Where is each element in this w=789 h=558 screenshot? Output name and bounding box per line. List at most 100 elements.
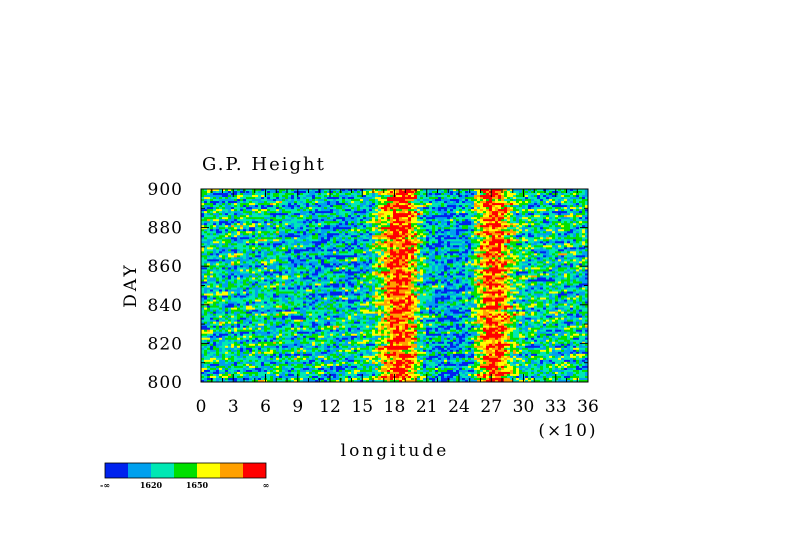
heatmap-cell [306,217,310,220]
heatmap-cell [408,199,412,202]
heatmap-cell [327,205,331,208]
heatmap-cell [579,223,583,226]
heatmap-cell [501,221,505,224]
heatmap-cell [450,205,454,208]
heatmap-cell [357,193,361,196]
heatmap-cell [495,215,499,218]
heatmap-cell [228,215,232,218]
heatmap-cell [333,203,337,206]
heatmap-cell [585,211,589,214]
heatmap-cell [360,219,364,222]
heatmap-cell [219,193,223,196]
heatmap-cell [237,215,241,218]
heatmap-cell [207,223,211,226]
heatmap-cell [486,217,490,220]
heatmap-cell [447,225,451,228]
heatmap-cell [348,195,352,198]
heatmap-cell [276,205,280,208]
heatmap-cell [432,219,436,222]
heatmap-cell [453,203,457,206]
heatmap-cell [321,207,325,210]
heatmap-cell [414,209,418,212]
heatmap-cell [297,197,301,200]
heatmap-cell [333,199,337,202]
heatmap-cell [267,225,271,228]
heatmap-cell [285,215,289,218]
heatmap-cell [270,195,274,198]
heatmap-cell [345,201,349,204]
heatmap-cell [558,203,562,206]
heatmap-cell [495,207,499,210]
heatmap-cell [561,203,565,206]
heatmap-cell [363,205,367,208]
heatmap-cell [318,217,322,220]
heatmap-cell [336,205,340,208]
heatmap-cell [552,211,556,214]
heatmap-cell [417,211,421,214]
heatmap-cell [549,205,553,208]
heatmap-cell [252,217,256,220]
heatmap-cell [216,199,220,202]
heatmap-cell [312,205,316,208]
heatmap-cell [255,219,259,222]
heatmap-cell [576,225,580,228]
heatmap-cell [471,217,475,220]
heatmap-cell [444,205,448,208]
heatmap-cell [201,203,205,206]
heatmap-cell [252,215,256,218]
heatmap-cell [372,189,376,192]
heatmap-cell [453,215,457,218]
heatmap-cell [300,193,304,196]
heatmap-cell [411,189,415,192]
heatmap-cell [429,211,433,214]
heatmap-cell [249,195,253,198]
heatmap-cell [453,221,457,224]
heatmap-cell [489,195,493,198]
heatmap-cell [378,203,382,206]
heatmap-cell [540,209,544,212]
heatmap-cell [390,189,394,192]
heatmap-cell [432,189,436,192]
heatmap-cell [390,193,394,196]
heatmap-cell [534,189,538,192]
heatmap-cell [366,219,370,222]
heatmap-cell [531,197,535,200]
heatmap-cell [567,193,571,196]
heatmap-cell [213,203,217,206]
heatmap-cell [201,217,205,220]
heatmap-cell [420,211,424,214]
heatmap-cell [336,189,340,192]
heatmap-cell [555,207,559,210]
heatmap-cell [327,219,331,222]
heatmap-cell [549,219,553,222]
heatmap-cell [255,197,259,200]
heatmap-cell [345,211,349,214]
heatmap-cell [234,215,238,218]
heatmap-cell [345,199,349,202]
heatmap-cell [348,193,352,196]
heatmap-cell [456,193,460,196]
heatmap-cell [213,213,217,216]
heatmap-cell [324,215,328,218]
heatmap-cell [576,215,580,218]
heatmap-cell [309,201,313,204]
heatmap-cell [474,207,478,210]
heatmap-cell [273,223,277,226]
heatmap-cell [348,207,352,210]
heatmap-cell [423,217,427,220]
heatmap-cell [372,199,376,202]
heatmap-cell [504,221,508,224]
heatmap-cell [381,195,385,198]
heatmap-cell [369,211,373,214]
heatmap-cell [246,197,250,200]
heatmap-cell [492,207,496,210]
heatmap-cell [390,207,394,210]
heatmap-cell [447,217,451,220]
heatmap-cell [471,223,475,226]
heatmap-cell [384,195,388,198]
heatmap-cell [243,189,247,192]
heatmap-cell [372,195,376,198]
heatmap-cell [564,191,568,194]
heatmap-cell [246,219,250,222]
